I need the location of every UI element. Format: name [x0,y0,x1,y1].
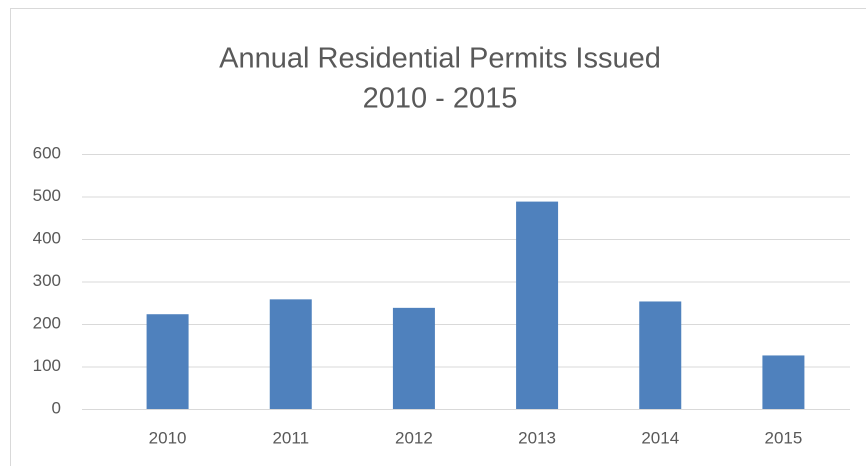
x-tick-label: 2012 [395,428,433,447]
y-tick-label: 500 [33,186,61,205]
x-tick-label: 2013 [518,428,556,447]
bar [269,299,312,409]
bar [516,201,559,409]
y-tick-label: 0 [52,398,61,417]
bar [392,307,435,409]
y-tick-label: 400 [33,228,61,247]
chart-subtitle: 2010 - 2015 [363,83,518,115]
x-tick-label: 2011 [272,428,309,447]
bar [639,301,682,409]
y-tick-label: 200 [33,313,61,332]
bar [146,314,189,409]
x-tick-label: 2014 [641,428,679,447]
x-tick-label: 2010 [149,428,187,447]
bar [762,355,805,409]
chart-frame [10,8,866,466]
x-tick-label: 2015 [765,428,803,447]
chart-title: Annual Residential Permits Issued [219,43,661,75]
y-tick-label: 600 [33,143,61,162]
y-tick-label: 300 [33,271,61,290]
y-tick-label: 100 [33,356,61,375]
